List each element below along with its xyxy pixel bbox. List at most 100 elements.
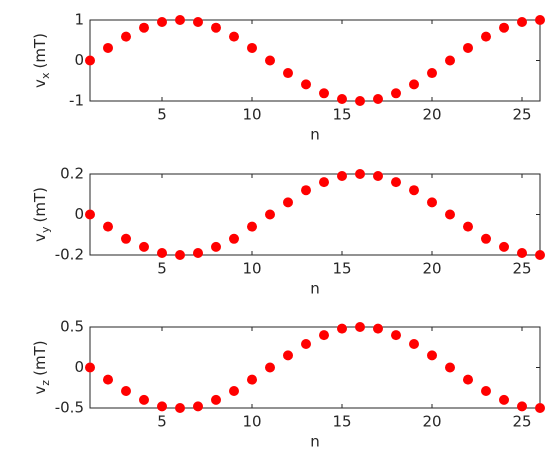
y-axis-label: vx (mT) — [31, 33, 53, 88]
point — [175, 250, 185, 260]
point — [265, 55, 275, 66]
point — [391, 88, 401, 99]
y-axis-label-sub: z — [39, 380, 52, 386]
point — [247, 221, 257, 232]
point — [103, 374, 113, 385]
point — [373, 323, 383, 334]
point — [211, 394, 221, 405]
point — [211, 22, 221, 33]
point — [337, 93, 347, 104]
point — [481, 385, 491, 396]
point — [517, 401, 527, 412]
point — [85, 209, 95, 220]
point — [247, 374, 257, 385]
point — [301, 339, 311, 350]
point — [103, 42, 113, 53]
point — [409, 185, 419, 196]
y-tick-label: 0.2 — [60, 165, 84, 183]
plot-frame — [89, 19, 541, 102]
point — [301, 79, 311, 90]
panel: 5 10 15 20 25 -0.5 0 0.5 n vz (mT) — [31, 318, 545, 451]
point — [157, 247, 167, 258]
point — [85, 362, 95, 373]
x-tick-label: 5 — [157, 106, 167, 124]
point — [517, 17, 527, 28]
point — [481, 31, 491, 42]
point — [355, 96, 365, 106]
point — [121, 31, 131, 42]
point — [391, 330, 401, 341]
point — [499, 394, 509, 405]
x-tick-label: 20 — [422, 106, 441, 124]
point — [427, 68, 437, 79]
x-tick-label: 25 — [512, 260, 531, 278]
point — [121, 233, 131, 244]
point — [211, 241, 221, 252]
point — [229, 31, 239, 42]
point — [319, 88, 329, 99]
point — [139, 22, 149, 33]
point — [373, 93, 383, 104]
point — [445, 55, 455, 66]
x-axis-label: n — [310, 280, 320, 298]
x-tick-label: 10 — [242, 413, 261, 431]
point — [391, 177, 401, 188]
point — [229, 233, 239, 244]
point — [121, 385, 131, 396]
point — [445, 362, 455, 373]
plot-frame — [89, 173, 541, 256]
point — [427, 197, 437, 208]
y-axis-label-unit: (mT) — [31, 33, 49, 68]
point — [157, 17, 167, 28]
y-axis-label: vz (mT) — [31, 340, 53, 394]
point — [139, 241, 149, 252]
y-tick-label: 1 — [74, 11, 84, 29]
y-tick-label: 0 — [74, 358, 84, 376]
point — [247, 42, 257, 53]
x-tick-label: 10 — [242, 260, 261, 278]
point — [481, 233, 491, 244]
y-tick-label: 0 — [74, 205, 84, 223]
y-tick-label: 0 — [74, 51, 84, 69]
point — [103, 221, 113, 232]
point — [301, 185, 311, 196]
point — [463, 374, 473, 385]
x-tick-label: 25 — [512, 413, 531, 431]
point — [337, 323, 347, 334]
point — [499, 22, 509, 33]
point — [463, 221, 473, 232]
plot-frame — [89, 326, 541, 409]
point — [193, 17, 203, 28]
y-tick-label: -1 — [69, 92, 84, 110]
point — [319, 177, 329, 188]
point — [463, 42, 473, 53]
point — [409, 339, 419, 350]
panel: 5 10 15 20 25 -0.2 0 0.2 n vy (mT) — [31, 165, 545, 298]
x-tick-label: 5 — [157, 260, 167, 278]
point — [373, 171, 383, 182]
y-tick-label: 0.5 — [60, 318, 84, 336]
x-tick-label: 15 — [332, 106, 351, 124]
point — [427, 350, 437, 361]
y-tick-label: -0.5 — [55, 399, 84, 417]
y-axis-label-main: v — [31, 233, 49, 242]
point — [535, 250, 545, 260]
point — [85, 55, 95, 66]
x-tick-label: 10 — [242, 106, 261, 124]
panel: 5 10 15 20 25 -1 0 1 n vx (mT) — [31, 11, 545, 144]
x-tick-label: 15 — [332, 260, 351, 278]
point — [319, 330, 329, 341]
point — [409, 79, 419, 90]
point — [175, 403, 185, 413]
point — [265, 209, 275, 220]
y-axis-label-main: v — [31, 79, 49, 88]
y-axis-label: vy (mT) — [31, 187, 53, 242]
point — [229, 385, 239, 396]
point — [139, 394, 149, 405]
x-tick-label: 20 — [422, 260, 441, 278]
point — [193, 247, 203, 258]
point — [283, 68, 293, 79]
x-tick-label: 25 — [512, 106, 531, 124]
point — [535, 15, 545, 25]
